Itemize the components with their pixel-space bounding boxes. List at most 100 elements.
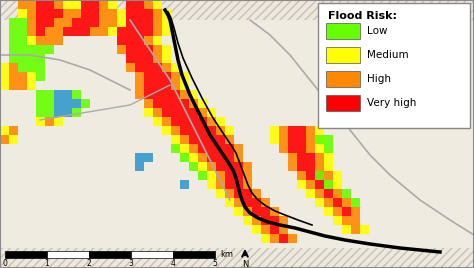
Bar	[326, 47, 360, 63]
Bar	[252, 189, 261, 198]
Bar	[63, 99, 72, 108]
Bar	[45, 117, 54, 126]
Bar	[234, 162, 243, 171]
Bar	[126, 54, 135, 63]
Bar	[315, 144, 324, 153]
Bar	[153, 9, 162, 18]
Bar	[18, 63, 27, 72]
Bar	[225, 153, 234, 162]
Bar	[189, 108, 198, 117]
Bar	[180, 126, 189, 135]
Bar	[225, 135, 234, 144]
Bar	[0, 126, 9, 135]
Bar	[216, 126, 225, 135]
Bar	[9, 27, 18, 36]
Bar	[297, 144, 306, 153]
Bar	[315, 180, 324, 189]
Text: 2: 2	[87, 259, 91, 268]
Bar	[144, 99, 153, 108]
Bar	[306, 162, 315, 171]
Bar	[45, 27, 54, 36]
Bar	[144, 90, 153, 99]
Bar	[153, 99, 162, 108]
Bar	[288, 153, 297, 162]
Bar	[326, 23, 360, 39]
Bar	[243, 189, 252, 198]
Bar	[351, 198, 360, 207]
Bar	[126, 36, 135, 45]
Bar	[306, 180, 315, 189]
Bar	[326, 71, 360, 87]
Bar	[324, 171, 333, 180]
Text: 0: 0	[2, 259, 8, 268]
Bar	[144, 108, 153, 117]
Bar	[234, 198, 243, 207]
Bar	[162, 81, 171, 90]
Bar	[173, 251, 215, 258]
Bar	[54, 0, 63, 9]
Bar	[315, 126, 324, 135]
Bar	[18, 27, 27, 36]
Text: 1: 1	[45, 259, 49, 268]
Bar	[27, 9, 36, 18]
Bar	[81, 18, 90, 27]
Bar	[315, 189, 324, 198]
Bar	[72, 99, 81, 108]
Bar	[131, 251, 173, 258]
Bar	[306, 126, 315, 135]
Bar	[117, 9, 126, 18]
Bar	[234, 144, 243, 153]
Bar	[162, 27, 171, 36]
Bar	[126, 18, 135, 27]
Bar	[270, 126, 279, 135]
Bar	[288, 144, 297, 153]
Bar	[27, 54, 36, 63]
Bar	[189, 135, 198, 144]
Bar	[333, 171, 342, 180]
Bar	[324, 198, 333, 207]
Bar	[324, 162, 333, 171]
Bar	[318, 3, 470, 128]
Bar	[171, 135, 180, 144]
Bar	[36, 27, 45, 36]
Bar	[89, 251, 131, 258]
Bar	[324, 180, 333, 189]
Bar	[198, 135, 207, 144]
Bar	[315, 171, 324, 180]
Bar	[189, 99, 198, 108]
Bar	[36, 99, 45, 108]
Bar	[180, 117, 189, 126]
Bar	[324, 135, 333, 144]
Bar	[117, 36, 126, 45]
Bar	[279, 135, 288, 144]
Bar	[18, 36, 27, 45]
Bar	[153, 72, 162, 81]
Bar	[45, 99, 54, 108]
Bar	[288, 126, 297, 135]
Bar	[36, 72, 45, 81]
Bar	[252, 216, 261, 225]
Bar	[0, 72, 9, 81]
Bar	[207, 144, 216, 153]
Bar	[288, 162, 297, 171]
Bar	[279, 234, 288, 243]
Bar	[54, 117, 63, 126]
Bar	[324, 153, 333, 162]
Bar	[27, 45, 36, 54]
Bar	[324, 207, 333, 216]
Bar	[306, 135, 315, 144]
Bar	[144, 81, 153, 90]
Bar	[126, 45, 135, 54]
Bar	[315, 135, 324, 144]
Bar	[144, 9, 153, 18]
Bar	[180, 108, 189, 117]
Text: km: km	[220, 250, 233, 259]
Bar	[189, 90, 198, 99]
Bar	[306, 153, 315, 162]
Bar	[18, 81, 27, 90]
Bar	[207, 153, 216, 162]
Bar	[135, 153, 144, 162]
Bar	[72, 108, 81, 117]
Bar	[45, 90, 54, 99]
Bar	[9, 54, 18, 63]
